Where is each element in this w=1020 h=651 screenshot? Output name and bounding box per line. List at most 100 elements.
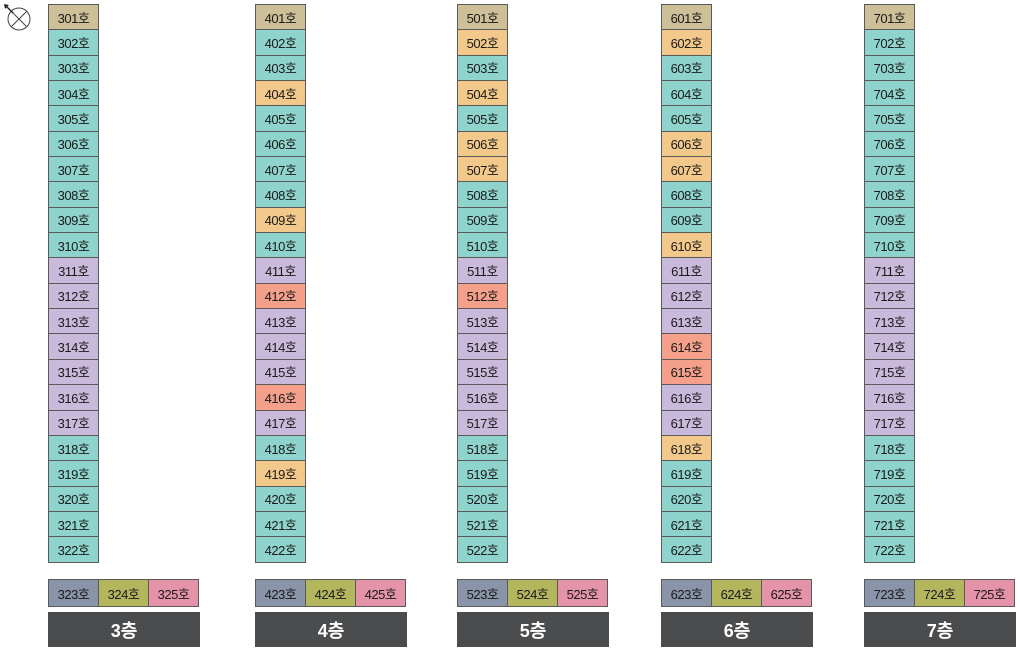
room-cell[interactable]: 701호 (864, 4, 915, 31)
room-cell[interactable]: 523호 (457, 579, 508, 607)
room-cell[interactable]: 416호 (255, 384, 306, 411)
room-cell[interactable]: 704호 (864, 80, 915, 107)
room-cell[interactable]: 707호 (864, 156, 915, 183)
room-cell[interactable]: 411호 (255, 257, 306, 284)
room-cell[interactable]: 307호 (48, 156, 99, 183)
room-cell[interactable]: 406호 (255, 130, 306, 158)
room-cell[interactable]: 723호 (864, 579, 915, 607)
room-cell[interactable]: 408호 (255, 181, 306, 208)
room-cell[interactable]: 608호 (661, 181, 712, 208)
room-cell[interactable]: 524호 (507, 579, 558, 607)
room-cell[interactable]: 724호 (914, 579, 965, 607)
room-cell[interactable]: 711호 (864, 257, 915, 284)
room-cell[interactable]: 507호 (457, 156, 508, 183)
room-cell[interactable]: 719호 (864, 460, 915, 487)
room-cell[interactable]: 325호 (148, 579, 199, 607)
room-cell[interactable]: 308호 (48, 181, 99, 208)
room-cell[interactable]: 722호 (864, 536, 915, 563)
room-cell[interactable]: 713호 (864, 308, 915, 335)
room-cell[interactable]: 709호 (864, 206, 915, 234)
room-cell[interactable]: 708호 (864, 181, 915, 208)
floor-label[interactable]: 7층 (864, 612, 1016, 647)
room-cell[interactable]: 702호 (864, 29, 915, 56)
room-cell[interactable]: 506호 (457, 130, 508, 158)
room-cell[interactable]: 712호 (864, 282, 915, 310)
room-cell[interactable]: 305호 (48, 105, 99, 132)
room-cell[interactable]: 323호 (48, 579, 99, 607)
room-cell[interactable]: 321호 (48, 510, 99, 538)
room-cell[interactable]: 703호 (864, 54, 915, 82)
room-cell[interactable]: 615호 (661, 358, 712, 386)
room-cell[interactable]: 316호 (48, 384, 99, 411)
room-cell[interactable]: 609호 (661, 206, 712, 234)
room-cell[interactable]: 606호 (661, 130, 712, 158)
room-cell[interactable]: 617호 (661, 409, 712, 436)
room-cell[interactable]: 521호 (457, 510, 508, 538)
room-cell[interactable]: 612호 (661, 282, 712, 310)
room-cell[interactable]: 414호 (255, 333, 306, 360)
room-cell[interactable]: 306호 (48, 130, 99, 158)
room-cell[interactable]: 312호 (48, 282, 99, 310)
room-cell[interactable]: 503호 (457, 54, 508, 82)
room-cell[interactable]: 721호 (864, 510, 915, 538)
room-cell[interactable]: 413호 (255, 308, 306, 335)
floor-label[interactable]: 5층 (457, 612, 609, 647)
room-cell[interactable]: 502호 (457, 29, 508, 56)
room-cell[interactable]: 619호 (661, 460, 712, 487)
room-cell[interactable]: 313호 (48, 308, 99, 335)
room-cell[interactable]: 705호 (864, 105, 915, 132)
room-cell[interactable]: 319호 (48, 460, 99, 487)
room-cell[interactable]: 403호 (255, 54, 306, 82)
room-cell[interactable]: 310호 (48, 232, 99, 259)
room-cell[interactable]: 412호 (255, 282, 306, 310)
room-cell[interactable]: 415호 (255, 358, 306, 386)
room-cell[interactable]: 605호 (661, 105, 712, 132)
room-cell[interactable]: 318호 (48, 434, 99, 462)
room-cell[interactable]: 409호 (255, 206, 306, 234)
room-cell[interactable]: 302호 (48, 29, 99, 56)
room-cell[interactable]: 510호 (457, 232, 508, 259)
room-cell[interactable]: 715호 (864, 358, 915, 386)
room-cell[interactable]: 513호 (457, 308, 508, 335)
room-cell[interactable]: 424호 (305, 579, 356, 607)
room-cell[interactable]: 522호 (457, 536, 508, 563)
room-cell[interactable]: 301호 (48, 4, 99, 31)
floor-label[interactable]: 4층 (255, 612, 407, 647)
room-cell[interactable]: 410호 (255, 232, 306, 259)
room-cell[interactable]: 622호 (661, 536, 712, 563)
room-cell[interactable]: 601호 (661, 4, 712, 31)
room-cell[interactable]: 404호 (255, 80, 306, 107)
room-cell[interactable]: 322호 (48, 536, 99, 563)
room-cell[interactable]: 520호 (457, 485, 508, 512)
room-cell[interactable]: 508호 (457, 181, 508, 208)
floor-label[interactable]: 3층 (48, 612, 200, 647)
room-cell[interactable]: 625호 (761, 579, 812, 607)
room-cell[interactable]: 725호 (964, 579, 1015, 607)
room-cell[interactable]: 425호 (355, 579, 406, 607)
room-cell[interactable]: 418호 (255, 434, 306, 462)
room-cell[interactable]: 407호 (255, 156, 306, 183)
room-cell[interactable]: 402호 (255, 29, 306, 56)
room-cell[interactable]: 417호 (255, 409, 306, 436)
room-cell[interactable]: 517호 (457, 409, 508, 436)
room-cell[interactable]: 423호 (255, 579, 306, 607)
room-cell[interactable]: 610호 (661, 232, 712, 259)
room-cell[interactable]: 624호 (711, 579, 762, 607)
room-cell[interactable]: 706호 (864, 130, 915, 158)
room-cell[interactable]: 511호 (457, 257, 508, 284)
room-cell[interactable]: 623호 (661, 579, 712, 607)
room-cell[interactable]: 422호 (255, 536, 306, 563)
room-cell[interactable]: 602호 (661, 29, 712, 56)
room-cell[interactable]: 314호 (48, 333, 99, 360)
room-cell[interactable]: 717호 (864, 409, 915, 436)
room-cell[interactable]: 519호 (457, 460, 508, 487)
room-cell[interactable]: 320호 (48, 485, 99, 512)
room-cell[interactable]: 311호 (48, 257, 99, 284)
room-cell[interactable]: 505호 (457, 105, 508, 132)
room-cell[interactable]: 405호 (255, 105, 306, 132)
room-cell[interactable]: 621호 (661, 510, 712, 538)
room-cell[interactable]: 304호 (48, 80, 99, 107)
room-cell[interactable]: 607호 (661, 156, 712, 183)
room-cell[interactable]: 420호 (255, 485, 306, 512)
room-cell[interactable]: 614호 (661, 333, 712, 360)
